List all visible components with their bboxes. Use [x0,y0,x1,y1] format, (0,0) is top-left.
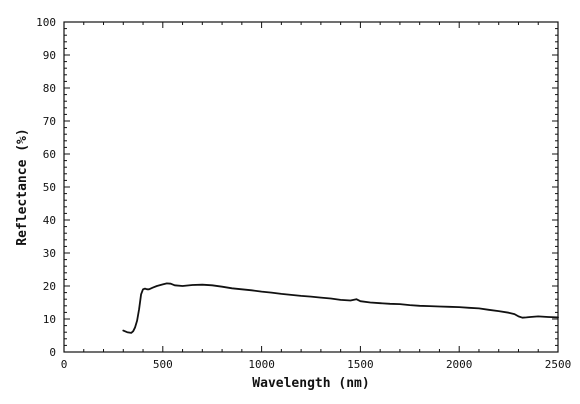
plot-frame [63,21,559,353]
y-axis-title: Reflectance (%) [15,128,30,245]
y-tick-label: 60 [43,148,56,161]
x-axis-title: Wavelength (nm) [252,376,369,391]
y-tick-label: 70 [43,115,56,128]
y-tick-label: 20 [43,280,56,293]
x-tick-label: 1500 [347,358,374,371]
series-layer [122,282,559,334]
x-tick-label: 1000 [248,358,275,371]
y-tick-label: 50 [43,181,56,194]
y-tick-label: 100 [36,16,56,29]
reflectance-series-line [122,282,559,334]
y-tick-label: 40 [43,214,56,227]
y-tick-label: 30 [43,247,56,260]
y-tick-label: 80 [43,82,56,95]
y-tick-label: 10 [43,313,56,326]
x-tick-label: 500 [153,358,173,371]
y-tick-label: 90 [43,49,56,62]
x-tick-label: 0 [61,358,68,371]
x-tick-label: 2000 [446,358,473,371]
x-tick-label: 2500 [545,358,572,371]
y-tick-label: 0 [49,346,56,359]
